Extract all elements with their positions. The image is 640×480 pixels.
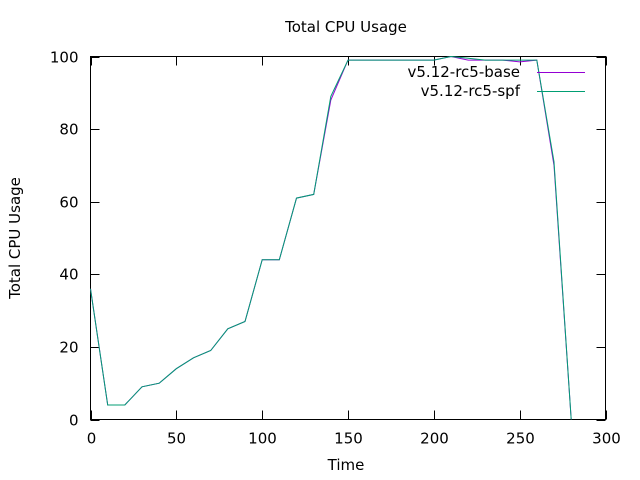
- series-line-0: [90, 55, 572, 420]
- axis-ticks: [90, 56, 607, 421]
- y-tick-label-5: 100: [50, 49, 79, 67]
- series-line-1: [90, 55, 572, 420]
- y-tick-label-1: 20: [59, 339, 78, 357]
- series-lines: [90, 55, 572, 420]
- axis-tick-labels: 0 50 100 150 200 250 300 0 20 40 60 80 100: [50, 49, 621, 448]
- y-tick-label-2: 40: [59, 266, 78, 284]
- y-axis-label: Total CPU Usage: [6, 177, 24, 300]
- y-tick-label-3: 60: [59, 194, 78, 212]
- x-tick-label-0: 0: [87, 430, 97, 448]
- x-tick-label-1: 50: [167, 430, 186, 448]
- x-tick-label-2: 100: [248, 430, 277, 448]
- x-tick-label-6: 300: [592, 430, 621, 448]
- chart-title: Total CPU Usage: [284, 18, 407, 36]
- x-axis-label: Time: [327, 456, 365, 474]
- legend-label-0: v5.12-rc5-base: [408, 63, 521, 81]
- x-tick-label-4: 200: [420, 430, 449, 448]
- plot-frame: [90, 56, 606, 420]
- x-tick-label-5: 250: [506, 430, 535, 448]
- y-tick-label-0: 0: [69, 412, 79, 430]
- x-tick-label-3: 150: [334, 430, 363, 448]
- legend-label-1: v5.12-rc5-spf: [421, 82, 521, 100]
- y-tick-label-4: 80: [59, 121, 78, 139]
